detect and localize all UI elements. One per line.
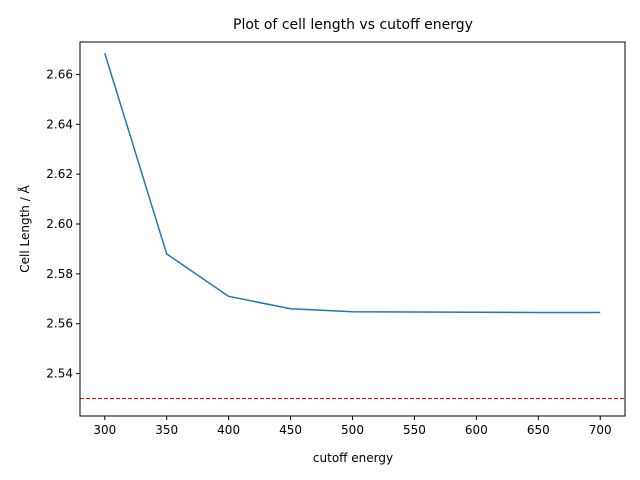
x-tick-label: 450 [279,423,302,437]
y-tick-label: 2.54 [46,367,73,381]
y-tick-label: 2.58 [46,267,73,281]
x-tick-label: 650 [527,423,550,437]
chart-title: Plot of cell length vs cutoff energy [233,17,473,33]
x-tick-label: 550 [403,423,426,437]
series-line-0 [104,52,601,314]
x-axis-label: cutoff energy [313,451,393,465]
y-tick-label: 2.60 [46,217,73,231]
axes: 300 350 400 450 500 550 600 650 700 2.54 2.56 2.58 2… [46,41,626,437]
plot-frame [79,41,626,417]
x-tick-label: 400 [217,423,240,437]
x-tick-label: 500 [341,423,364,437]
x-tick-label: 350 [155,423,178,437]
x-tick-label: 300 [93,423,116,437]
y-tick-label: 2.66 [46,67,73,81]
y-tick-label: 2.56 [46,317,73,331]
plot-area [80,52,625,400]
y-tick-label: 2.62 [46,167,73,181]
y-axis-label: Cell Length / Å [17,184,32,272]
x-tick-label: 600 [465,423,488,437]
x-tick-label: 700 [589,423,612,437]
y-tick-label: 2.64 [46,117,73,131]
